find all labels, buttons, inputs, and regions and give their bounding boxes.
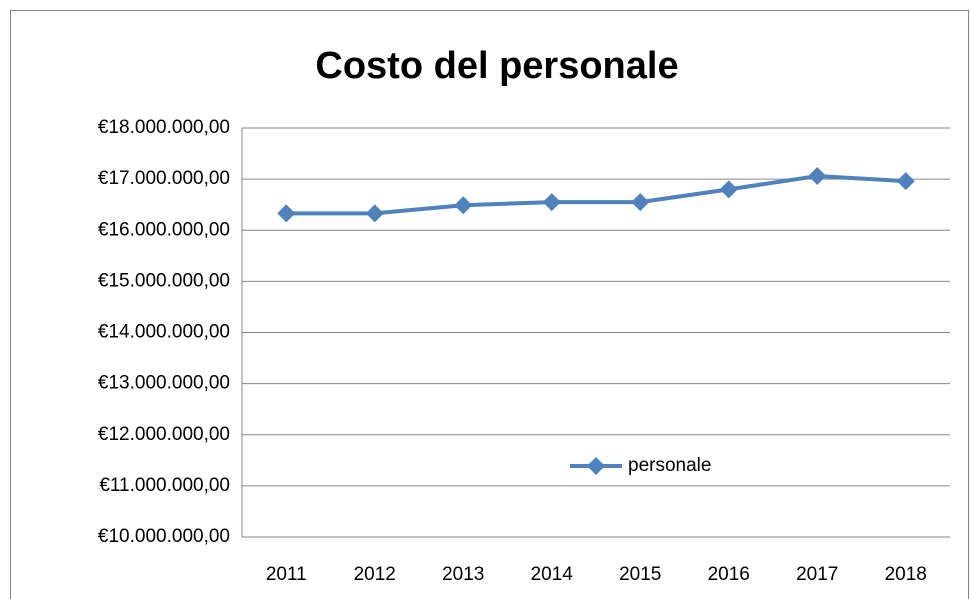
y-tick-label: €12.000.000,00 (98, 424, 230, 445)
x-tick-label: 2018 (885, 564, 927, 585)
chart-title: Costo del personale (315, 45, 678, 87)
y-tick-label: €14.000.000,00 (98, 322, 230, 343)
point-marker (454, 196, 473, 215)
x-tick-label: 2014 (531, 564, 574, 585)
point-marker (277, 204, 296, 223)
point-marker (808, 167, 827, 186)
point-marker (365, 204, 384, 223)
x-tick-label: 2017 (796, 564, 838, 585)
x-tick-label: 2013 (442, 564, 484, 585)
y-tick-label: €16.000.000,00 (98, 219, 230, 240)
x-tick-label: 2016 (708, 564, 750, 585)
y-tick-label: €11.000.000,00 (99, 475, 230, 496)
chart-border (10, 10, 969, 599)
legend-marker (587, 457, 605, 475)
series-line (286, 174, 906, 216)
point-marker (631, 193, 650, 212)
x-tick-label: 2012 (354, 564, 396, 585)
point-marker (896, 172, 915, 191)
legend-label: personale (628, 455, 711, 476)
x-tick-label: 2015 (619, 564, 661, 585)
y-tick-label: €17.000.000,00 (98, 168, 230, 189)
point-marker (719, 180, 738, 199)
y-tick-label: €15.000.000,00 (98, 270, 230, 291)
point-marker (542, 193, 561, 212)
y-tick-label: €18.000.000,00 (98, 117, 230, 138)
y-tick-label: €10.000.000,00 (98, 526, 230, 547)
y-tick-label: €13.000.000,00 (98, 373, 230, 394)
x-tick-label: 2011 (266, 564, 307, 585)
